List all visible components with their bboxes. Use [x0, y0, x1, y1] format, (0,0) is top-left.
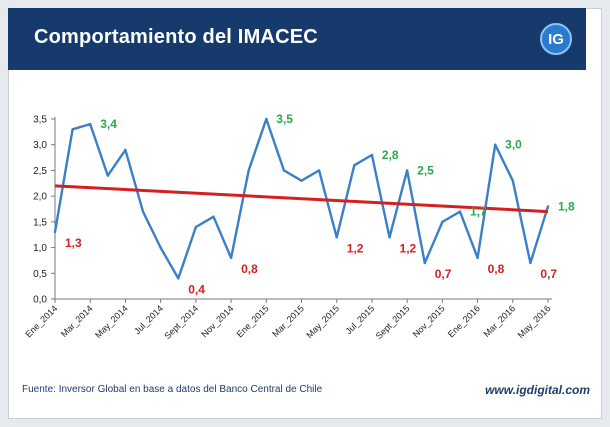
- site-url: www.igdigital.com: [485, 383, 590, 397]
- data-point: [177, 277, 180, 280]
- y-tick-label: 1,5: [33, 217, 47, 228]
- x-tick-label: Mar_2016: [481, 303, 517, 339]
- peak-label: 3,5: [276, 112, 293, 126]
- peak-label: 1,8: [558, 199, 575, 213]
- data-point: [106, 174, 110, 177]
- data-point: [159, 246, 162, 249]
- x-tick-label: Sept_2014: [162, 303, 200, 341]
- trough-label: 0,8: [241, 262, 258, 276]
- x-tick-label: Mar_2015: [270, 303, 306, 339]
- trough-label: 1,3: [65, 236, 82, 250]
- data-point: [529, 261, 532, 265]
- data-point: [89, 122, 92, 126]
- peak-label: 3,0: [505, 138, 522, 152]
- x-tick-label: May_2016: [516, 303, 553, 340]
- x-tick-label: Nov_2014: [199, 303, 235, 339]
- chart-header: Comportamiento del IMACEC IG: [8, 8, 586, 70]
- data-point: [317, 169, 321, 172]
- x-tick-label: Sept_2015: [374, 303, 412, 341]
- data-point: [353, 164, 356, 167]
- y-tick-label: 3,0: [33, 140, 47, 151]
- peak-label: 1,7: [470, 205, 487, 219]
- data-point: [511, 179, 514, 182]
- trough-label: 1,2: [347, 241, 364, 255]
- trough-label: 1,2: [400, 241, 417, 255]
- data-point: [476, 256, 479, 260]
- data-point: [300, 179, 303, 182]
- y-tick-label: 0,5: [33, 269, 47, 280]
- data-point: [423, 261, 426, 265]
- x-tick-label: May_2014: [93, 303, 130, 340]
- x-tick-label: Jul_2014: [132, 303, 165, 336]
- data-point: [229, 256, 233, 260]
- data-point: [335, 236, 338, 239]
- data-point: [458, 210, 462, 213]
- data-point: [546, 205, 550, 208]
- x-tick-label: Ene_2014: [23, 303, 59, 339]
- x-tick-label: May_2015: [304, 303, 341, 340]
- y-tick-label: 3,5: [33, 115, 47, 126]
- x-tick-label: Nov_2015: [411, 303, 447, 339]
- data-point: [194, 225, 198, 229]
- trough-label: 0,4: [188, 282, 205, 296]
- data-point: [53, 230, 57, 234]
- data-point: [71, 128, 74, 131]
- data-point: [370, 153, 374, 157]
- ig-logo: IG: [540, 23, 572, 55]
- peak-label: 3,4: [100, 117, 117, 131]
- x-tick-label: Mar_2014: [59, 303, 95, 339]
- x-tick-label: Ene_2015: [235, 303, 271, 339]
- x-tick-label: Jul_2015: [343, 303, 376, 336]
- data-point: [493, 143, 497, 146]
- trough-label: 0,7: [435, 267, 452, 281]
- peak-label: 2,5: [417, 163, 434, 177]
- y-tick-label: 2,5: [33, 166, 47, 177]
- data-point: [265, 117, 268, 121]
- y-tick-label: 2,0: [33, 192, 47, 203]
- peak-label: 2,8: [382, 148, 399, 162]
- trend-line: [54, 184, 549, 214]
- data-point: [388, 236, 391, 239]
- source-note: Fuente: Inversor Global en base a datos …: [22, 384, 323, 395]
- data-point: [141, 210, 145, 213]
- y-tick-label: 0,0: [33, 295, 47, 306]
- data-point: [282, 169, 286, 172]
- x-tick-label: Ene_2016: [446, 303, 482, 339]
- page-title: Comportamiento del IMACEC: [34, 26, 318, 48]
- y-tick-label: 1,0: [33, 243, 47, 254]
- chart-card: [8, 8, 602, 419]
- data-point: [124, 148, 127, 152]
- data-point: [441, 220, 444, 224]
- trough-label: 0,8: [488, 262, 505, 276]
- data-point: [247, 169, 250, 172]
- data-point: [405, 169, 409, 172]
- data-point: [212, 215, 215, 218]
- trough-label: 0,7: [540, 267, 557, 281]
